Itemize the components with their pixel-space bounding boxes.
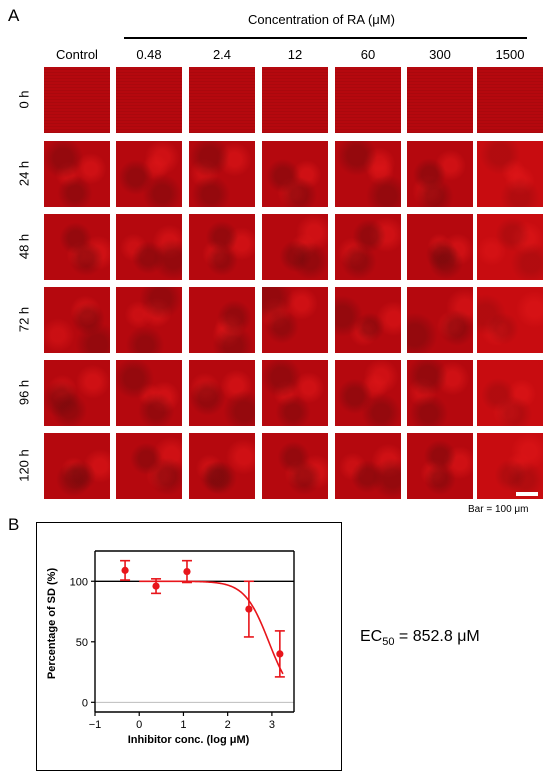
- y-tick-label: 50: [76, 637, 88, 649]
- column-label: 300: [429, 47, 451, 62]
- data-point: [276, 650, 284, 658]
- micrograph-tile: [335, 287, 401, 353]
- x-tick-label: 0: [136, 719, 142, 731]
- data-point: [183, 567, 191, 576]
- scale-bar-label: Bar = 100 μm: [468, 504, 529, 515]
- y-axis-label: Percentage of SD (%): [46, 568, 58, 680]
- micrograph-tile: [407, 214, 473, 280]
- column-label: 0.48: [136, 47, 162, 62]
- data-points-group: [120, 559, 285, 678]
- ec50-value: EC50 = 852.8 μM: [360, 628, 480, 648]
- micrograph-tile: [335, 67, 401, 133]
- row-label: 120 h: [16, 449, 32, 482]
- micrograph-tile: [189, 287, 255, 353]
- micrograph-tile: [44, 433, 110, 499]
- micrograph-tile: [477, 214, 543, 280]
- row-label: 24 h: [16, 160, 32, 187]
- ec50-prefix: EC: [360, 628, 383, 645]
- panel-b-label: B: [8, 515, 20, 534]
- column-label: 60: [360, 47, 376, 62]
- micrograph-tile: [189, 214, 255, 280]
- fit-curve: [139, 580, 284, 675]
- micrograph-tile: [44, 67, 110, 133]
- micrograph-tile: [189, 141, 255, 207]
- reference-lines: [95, 580, 294, 703]
- x-tick-label: 3: [269, 719, 275, 731]
- data-point: [245, 605, 253, 613]
- scale-bar: [516, 492, 538, 496]
- column-label: 2.4: [212, 47, 232, 62]
- column-label: 1500: [495, 47, 525, 62]
- micrograph-tile: [407, 433, 473, 499]
- panel-b-frame: [36, 522, 342, 771]
- micrograph-tile: [44, 287, 110, 353]
- ec50-number: = 852.8 μM: [394, 628, 480, 645]
- y-tick-label: 0: [82, 697, 88, 709]
- x-axis-label: Inhibitor conc. (log μM): [128, 734, 250, 746]
- micrograph-tile: [262, 67, 328, 133]
- micrograph-tile: [189, 433, 255, 499]
- y-tick-label: 100: [70, 576, 88, 588]
- micrograph-tile: [335, 360, 401, 426]
- micrograph-tile: [477, 287, 543, 353]
- row-label: 0 h: [16, 90, 32, 109]
- micrograph-tile: [189, 67, 255, 133]
- micrograph-tile: [335, 433, 401, 499]
- micrograph-tile: [262, 214, 328, 280]
- row-label: 72 h: [16, 306, 32, 333]
- micrograph-tile: [477, 67, 543, 133]
- micrograph-tile: [44, 214, 110, 280]
- micrograph-tile: [477, 433, 543, 499]
- micrograph-tile: [116, 287, 182, 353]
- micrograph-tile: [44, 141, 110, 207]
- micrograph-tile: [262, 287, 328, 353]
- micrograph-tile: [407, 141, 473, 207]
- column-label: Control: [56, 47, 98, 62]
- fit-curve-group: [139, 580, 284, 675]
- x-tick-label: 2: [225, 719, 231, 731]
- micrograph-tile: [407, 287, 473, 353]
- micrograph-tile: [335, 141, 401, 207]
- row-label: 48 h: [16, 233, 32, 260]
- micrograph-tile: [189, 360, 255, 426]
- micrograph-tile: [262, 141, 328, 207]
- micrograph-tile: [44, 360, 110, 426]
- micrograph-tile: [477, 141, 543, 207]
- micrograph-tile: [116, 360, 182, 426]
- data-point: [152, 582, 160, 590]
- panel-a-label: A: [8, 6, 20, 25]
- row-label: 96 h: [16, 379, 32, 406]
- micrograph-tile: [262, 433, 328, 499]
- x-tick-label: −1: [89, 719, 102, 731]
- concentration-title: Concentration of RA (μM): [248, 12, 395, 27]
- ec50-subscript: 50: [382, 636, 395, 649]
- micrograph-tile: [262, 360, 328, 426]
- data-point: [121, 566, 129, 574]
- micrograph-tile: [116, 67, 182, 133]
- micrograph-tile: [116, 214, 182, 280]
- micrograph-tile: [335, 214, 401, 280]
- concentration-bracket-line: [124, 37, 527, 39]
- micrograph-tile: [407, 67, 473, 133]
- micrograph-tile: [116, 433, 182, 499]
- x-tick-label: 1: [180, 719, 186, 731]
- micrograph-tile: [477, 360, 543, 426]
- column-label: 12: [287, 47, 303, 62]
- micrograph-tile: [116, 141, 182, 207]
- micrograph-tile: [407, 360, 473, 426]
